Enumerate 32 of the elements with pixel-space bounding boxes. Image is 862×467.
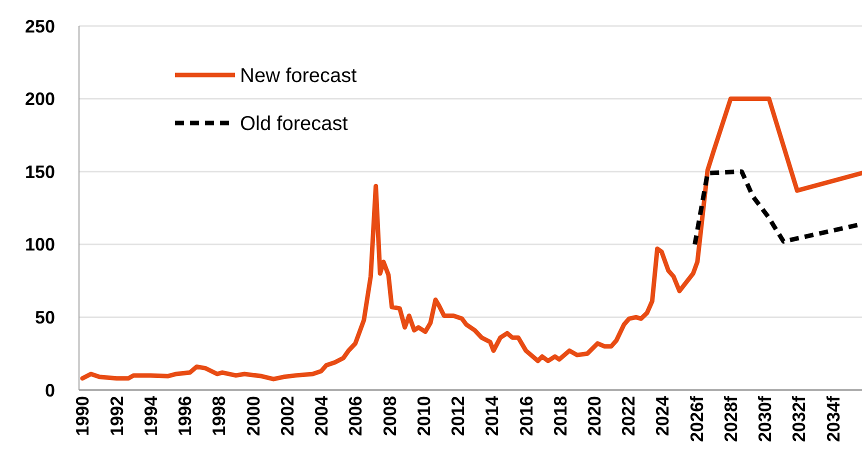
x-tick-label: 2000 xyxy=(243,396,264,436)
x-tick-label: 2012 xyxy=(448,396,468,436)
x-tick-label: 2008 xyxy=(380,396,400,436)
y-tick-label: 100 xyxy=(24,234,55,255)
y-tick-label: 250 xyxy=(24,16,55,36)
x-tick-label: 2016 xyxy=(516,396,536,436)
x-tick-label: 1992 xyxy=(106,396,127,436)
y-tick-label: 50 xyxy=(34,308,55,328)
x-tick-label: 2028f xyxy=(720,395,741,442)
x-tick-label: 2022 xyxy=(618,396,639,436)
x-tick-label: 2014 xyxy=(482,396,502,436)
line-series xyxy=(80,96,862,382)
x-tick-label: 2018 xyxy=(550,396,570,436)
y-tick-label: 0 xyxy=(44,380,55,400)
x-tick-label: 2024 xyxy=(652,396,673,436)
x-tick-label: 2006 xyxy=(346,396,366,436)
x-tick-label: 2026f xyxy=(686,395,707,442)
x-tick-label: 2020 xyxy=(584,396,604,436)
x-tick-label: 2032f xyxy=(789,395,810,442)
x-tick-label: 2002 xyxy=(277,396,298,436)
legend-label: New forecast xyxy=(240,65,358,87)
legend-label: Old forecast xyxy=(240,113,348,135)
x-tick-label: 2010 xyxy=(414,396,434,436)
y-tick-label: 150 xyxy=(24,162,55,182)
x-tick-label: 2030f xyxy=(755,395,776,442)
x-tick-label: 1996 xyxy=(175,396,196,436)
x-tick-label: 1994 xyxy=(140,396,161,436)
x-tick-label: 1998 xyxy=(209,396,230,436)
x-tick-label: 2034f xyxy=(823,395,844,442)
x-tick-label: 2004 xyxy=(312,396,332,436)
x-tick-label: 1990 xyxy=(72,396,93,436)
y-tick-label: 200 xyxy=(24,89,55,110)
